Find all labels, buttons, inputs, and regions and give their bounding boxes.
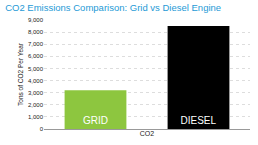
svg-text:3,000: 3,000 <box>28 90 44 96</box>
svg-text:CO2: CO2 <box>140 130 155 137</box>
svg-text:4,000: 4,000 <box>28 78 44 84</box>
svg-text:7,000: 7,000 <box>28 41 44 47</box>
svg-text:DIESEL: DIESEL <box>180 115 216 126</box>
svg-text:2,000: 2,000 <box>28 102 44 108</box>
svg-text:9,000: 9,000 <box>28 17 44 23</box>
svg-text:GRID: GRID <box>83 115 108 126</box>
svg-text:6,000: 6,000 <box>28 53 44 59</box>
svg-text:1,000: 1,000 <box>28 114 44 120</box>
svg-text:8,000: 8,000 <box>28 29 44 35</box>
svg-text:CO2 Emissions Comparison: Grid: CO2 Emissions Comparison: Grid vs Diesel… <box>5 2 221 13</box>
svg-text:5,000: 5,000 <box>28 66 44 72</box>
svg-text:Tons of CO2 Per Year: Tons of CO2 Per Year <box>17 42 24 106</box>
svg-text:0: 0 <box>40 126 44 132</box>
